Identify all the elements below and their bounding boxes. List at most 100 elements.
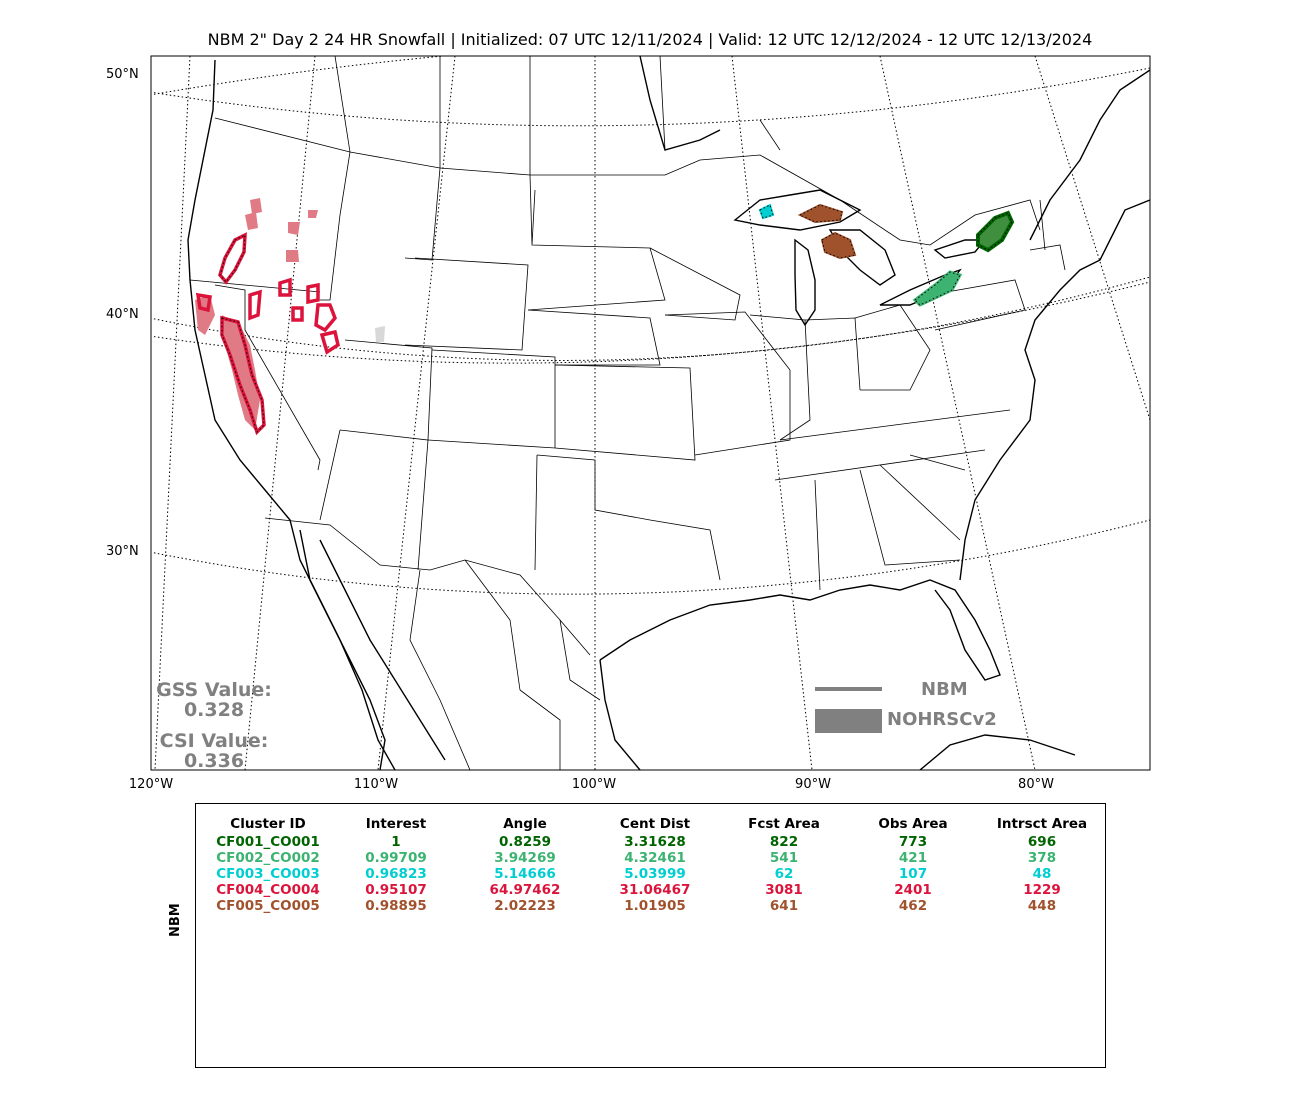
lat-line-40 — [151, 276, 1150, 361]
table-cell: 462 — [898, 898, 928, 914]
west-coast — [187, 59, 396, 770]
table-cell: 822 — [769, 834, 799, 850]
table-cell: 1229 — [1023, 882, 1061, 898]
map-title: NBM 2" Day 2 24 HR Snowfall | Initialize… — [207, 30, 1093, 49]
canada-provinces — [334, 56, 781, 175]
co-border — [427, 349, 556, 449]
table-cell: 5.14666 — [494, 866, 556, 882]
table-cell: 0.99709 — [365, 850, 427, 866]
lon-label-110: 110°W — [353, 777, 399, 792]
cf004-fcst-ca-north — [195, 292, 212, 313]
cf004-fcst-areas — [195, 232, 340, 436]
gss-value: 0.328 — [183, 699, 245, 721]
cf005-obs-michigan — [820, 231, 857, 260]
ut-co-border — [339, 339, 433, 441]
id-border — [320, 151, 351, 301]
table-header-row: Cluster ID Interest Angle Cent Dist Fcst… — [204, 814, 1106, 834]
table-cell: 3.94269 — [494, 850, 556, 866]
cf004-fcst-nv1 — [248, 289, 262, 321]
table-cell: 0.98895 — [365, 898, 427, 914]
cf002-obs — [912, 270, 963, 307]
legend-nohrsc-patch — [815, 709, 882, 733]
table-row: CF004_CO004 0.95107 64.97462 31.06467 3081 24… — [204, 882, 1106, 898]
table-cell: 2.02223 — [494, 898, 556, 914]
lat-line-45 — [151, 67, 1150, 127]
header-fcst-area: Fcst Area — [748, 816, 820, 832]
lon-line-110 — [377, 56, 456, 770]
header-interest: Interest — [365, 816, 427, 832]
table-cell: 0.95107 — [365, 882, 427, 898]
or-border — [189, 279, 321, 293]
table-cell: 448 — [1027, 898, 1057, 914]
cf001-areas — [976, 210, 1015, 253]
cf004-obs-or2 — [286, 250, 299, 262]
header-cluster-id: Cluster ID — [230, 816, 306, 832]
table-cell: CF002_CO002 — [216, 850, 320, 866]
table-cell: 2401 — [894, 882, 932, 898]
ohio-border — [854, 304, 931, 391]
lon-label-80: 80°W — [1018, 777, 1054, 792]
lat-label-30: 30°N — [106, 544, 139, 559]
gss-label: GSS Value: — [156, 679, 272, 701]
cf005-obs-superior — [797, 203, 844, 224]
illinois-indiana-border — [749, 314, 861, 441]
gulf-coast — [599, 579, 1001, 681]
table-cell: CF001_CO001 — [216, 834, 320, 850]
table-cell: 378 — [1027, 850, 1057, 866]
table-row: CF003_CO003 0.96823 5.14666 5.03999 62 107 48 — [204, 866, 1106, 882]
table-row: CF005_CO005 0.98895 2.02223 1.01905 641 462 44… — [204, 898, 1106, 914]
cf004-obs-outlines — [219, 234, 265, 433]
state-boundaries — [189, 56, 1066, 770]
mt-border — [404, 167, 441, 261]
lon-label-120: 120°W — [128, 777, 174, 792]
cf004-obs-wa — [245, 212, 258, 230]
table-cell: 64.97462 — [489, 882, 561, 898]
stats-table-frame — [195, 803, 1106, 1068]
table-cell: 107 — [898, 866, 928, 882]
cf003-areas — [758, 203, 775, 220]
cf004-fcst-ut2 — [319, 329, 340, 355]
lon-line-80 — [879, 56, 1036, 770]
cf004-obs-cascade — [250, 198, 262, 214]
table-cell: CF003_CO003 — [216, 866, 320, 882]
cf004-obs-or1 — [288, 222, 300, 235]
mexico-west-coast — [319, 539, 446, 761]
kansas-border — [554, 364, 696, 461]
coastlines — [187, 56, 1150, 770]
lat-line-30 — [151, 519, 1150, 595]
table-cell: 696 — [1027, 834, 1057, 850]
cf004-fcst-nv4 — [291, 306, 304, 322]
map-content — [151, 56, 1150, 770]
cf004-obs-id — [308, 210, 318, 218]
lake-superior — [733, 189, 862, 231]
nm-az-border — [319, 429, 538, 571]
cluster-stats-table: Cluster ID Interest Angle Cent Dist Fcst… — [204, 814, 1106, 914]
table-cell: 541 — [769, 850, 799, 866]
lake-erie — [879, 268, 962, 306]
minnesota-border — [649, 247, 741, 321]
table-cell: 62 — [774, 866, 794, 882]
map-frame — [150, 55, 1151, 771]
table-body: CF001_CO001 1 0.8259 3.31628 822 773 696 CF002_… — [204, 834, 1106, 914]
table-row-label: NBM — [168, 903, 183, 937]
nebraska-border — [527, 309, 661, 366]
lake-michigan — [794, 238, 816, 327]
cf002-areas — [912, 270, 963, 307]
cuba-coast — [919, 734, 1076, 770]
table-cell: 421 — [898, 850, 928, 866]
lon-line-120 — [154, 56, 191, 770]
mexico-gulf-coast — [599, 659, 641, 770]
southeast-borders — [814, 454, 966, 591]
table-cell: 641 — [769, 898, 799, 914]
cf005-areas — [797, 203, 857, 260]
table-cell: 0.8259 — [498, 834, 552, 850]
table-cell: 1 — [391, 834, 401, 850]
iowa-missouri-border — [664, 311, 791, 456]
dakotas-border — [527, 174, 666, 311]
table-cell: 4.32461 — [624, 850, 686, 866]
baja-peninsula — [299, 529, 386, 770]
cf002-outline — [914, 271, 961, 306]
table-cell: 0.96823 — [365, 866, 427, 882]
cf004-fcst-ut1 — [314, 303, 338, 333]
